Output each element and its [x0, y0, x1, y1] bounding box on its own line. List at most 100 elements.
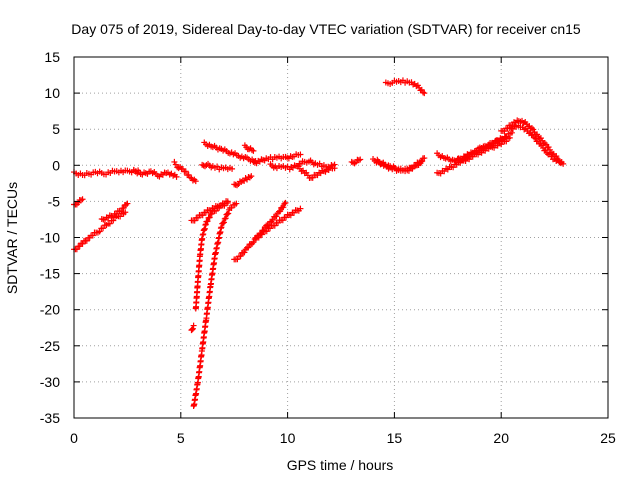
y-tick-label: 10 [44, 85, 60, 101]
data-series-arc-15 [250, 151, 304, 167]
data-point-marker [255, 234, 262, 241]
data-point-marker [182, 168, 189, 175]
data-point-marker [229, 165, 236, 172]
data-series-arc-17 [252, 205, 304, 241]
data-point-marker [73, 246, 80, 253]
x-tick-label: 15 [387, 430, 403, 446]
y-tick-label: -10 [40, 230, 60, 246]
data-point-marker [538, 142, 545, 149]
data-point-marker [258, 231, 265, 238]
data-point-marker [218, 224, 225, 231]
data-point-marker [117, 208, 124, 215]
data-series-arc-18 [267, 157, 338, 173]
data-point-marker [282, 199, 289, 206]
data-point-marker [421, 90, 428, 97]
data-point-marker [531, 134, 538, 141]
data-point-marker [263, 228, 270, 235]
data-point-marker [220, 220, 227, 227]
data-point-marker [280, 204, 287, 211]
data-series-arc-03 [171, 158, 199, 185]
data-series-arc-11 [199, 160, 236, 173]
data-point-marker [224, 211, 231, 218]
data-series-arc-09 [188, 198, 231, 224]
data-point-marker [189, 325, 196, 332]
data-point-marker [220, 219, 227, 226]
data-series-arc-26 [455, 129, 515, 163]
data-point-marker [245, 244, 252, 251]
y-tick-label: -25 [40, 338, 60, 354]
y-tick-label: 0 [52, 157, 60, 173]
data-series-arc-20 [348, 156, 364, 167]
y-tick-label: 15 [44, 49, 60, 65]
x-tick-label: 20 [493, 430, 509, 446]
data-point-marker [204, 218, 211, 225]
data-point-marker [530, 126, 537, 133]
x-axis-label: GPS time / hours [287, 457, 394, 473]
data-series-arc-28 [506, 122, 565, 167]
data-series-arc-27 [498, 117, 567, 167]
data-series-arc-14 [241, 142, 257, 154]
data-point-marker [222, 215, 229, 222]
data-series-arc-24 [434, 134, 513, 177]
data-series-arc-07 [190, 200, 240, 409]
data-point-marker [96, 228, 103, 235]
y-tick-label: -5 [48, 193, 61, 209]
data-point-marker [221, 215, 228, 222]
data-point-marker [273, 213, 280, 220]
data-point-marker [228, 204, 235, 211]
data-point-marker [542, 147, 549, 154]
data-point-marker [122, 209, 129, 216]
data-series-arc-13 [231, 173, 255, 189]
y-tick-label: 5 [52, 121, 60, 137]
data-point-marker [248, 173, 255, 180]
data-point-marker [100, 225, 107, 232]
data-point-marker [79, 196, 86, 203]
data-points [71, 77, 567, 409]
data-point-marker [79, 240, 86, 247]
data-point-marker [250, 239, 257, 246]
y-tick-label: -20 [40, 302, 60, 318]
data-point-marker [558, 160, 565, 167]
data-point-marker [83, 237, 90, 244]
data-point-marker [224, 198, 231, 205]
data-point-marker [420, 89, 427, 96]
data-point-marker [357, 156, 364, 163]
data-point-marker [189, 326, 196, 333]
data-point-marker [225, 210, 232, 217]
data-point-marker [206, 214, 213, 221]
data-point-marker [124, 200, 131, 207]
x-tick-label: 5 [177, 430, 185, 446]
data-point-marker [269, 217, 276, 224]
data-point-marker [331, 165, 338, 172]
chart-title: Day 075 of 2019, Sidereal Day-to-day VTE… [71, 21, 581, 37]
data-point-marker [241, 249, 248, 256]
data-point-marker [537, 135, 544, 142]
data-point-marker [173, 173, 180, 180]
y-tick-label: -15 [40, 266, 60, 282]
data-point-marker [106, 220, 113, 227]
data-series-arc-23 [382, 77, 428, 97]
data-point-marker [123, 201, 130, 208]
data-point-marker [190, 322, 197, 329]
data-point-marker [528, 125, 535, 132]
data-point-marker [250, 147, 257, 154]
data-series-arc-10 [188, 322, 197, 334]
data-point-marker [281, 200, 288, 207]
y-tick-label: -35 [40, 410, 60, 426]
x-tick-label: 25 [600, 430, 616, 446]
data-point-marker [237, 253, 244, 260]
data-point-marker [545, 144, 552, 151]
y-tick-label: -30 [40, 374, 60, 390]
data-point-marker [297, 205, 304, 212]
data-point-marker [297, 151, 304, 158]
data-series-arc-22 [374, 156, 426, 175]
data-series-arc-19 [295, 163, 338, 182]
data-point-marker [419, 157, 426, 164]
data-point-marker [208, 210, 215, 217]
x-tick-label: 0 [70, 430, 78, 446]
x-tick-label: 10 [280, 430, 296, 446]
data-point-marker [233, 200, 240, 207]
data-series-arc-02 [130, 166, 180, 180]
